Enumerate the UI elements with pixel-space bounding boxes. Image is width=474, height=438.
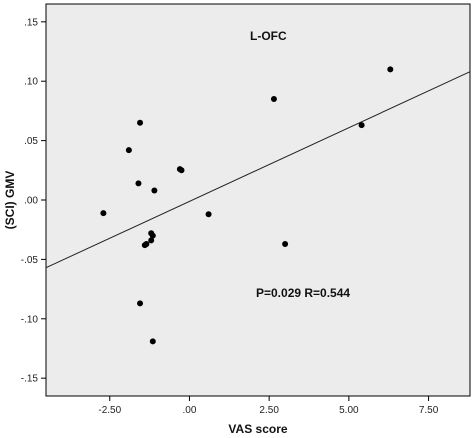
x-tick-label: 2.50 <box>259 405 279 416</box>
data-point <box>137 300 144 307</box>
y-tick-label: -.10 <box>21 314 39 325</box>
data-point <box>151 187 158 194</box>
regression-line <box>45 71 471 269</box>
data-point <box>270 96 277 103</box>
annotation-region: L-OFC <box>250 29 287 43</box>
x-tick-label: 5.00 <box>339 405 359 416</box>
y-tick-label: .05 <box>24 136 38 147</box>
y-axis-ticks: -.15 -.10 -.05 .00 .05 .10 .15 <box>21 17 46 385</box>
x-axis-title: VAS score <box>228 422 287 436</box>
y-tick-label: -.15 <box>21 374 39 385</box>
data-point <box>125 147 132 154</box>
data-point <box>143 240 150 247</box>
data-point <box>358 122 365 129</box>
data-point <box>282 240 289 247</box>
annotation-stats: P=0.029 R=0.544 <box>256 286 350 300</box>
plot-area <box>45 3 471 397</box>
y-tick-label: .10 <box>24 77 38 88</box>
x-tick-label: .00 <box>183 405 197 416</box>
data-point <box>135 180 142 187</box>
data-point <box>148 237 155 244</box>
data-point <box>387 66 394 73</box>
y-tick-label: .00 <box>24 196 38 207</box>
data-point <box>100 210 107 217</box>
y-tick-label: -.05 <box>21 255 39 266</box>
data-point <box>149 338 156 345</box>
data-point <box>149 232 156 239</box>
y-axis-title: (SCI) GMV <box>3 171 17 230</box>
data-point <box>178 167 185 174</box>
x-axis-ticks: -2.50 .00 2.50 5.00 7.50 <box>98 396 439 416</box>
x-tick-label: -2.50 <box>98 405 121 416</box>
x-tick-label: 7.50 <box>419 405 439 416</box>
data-point <box>137 119 144 126</box>
y-tick-label: .15 <box>24 17 38 28</box>
data-point <box>205 211 212 218</box>
data-points <box>100 66 394 345</box>
